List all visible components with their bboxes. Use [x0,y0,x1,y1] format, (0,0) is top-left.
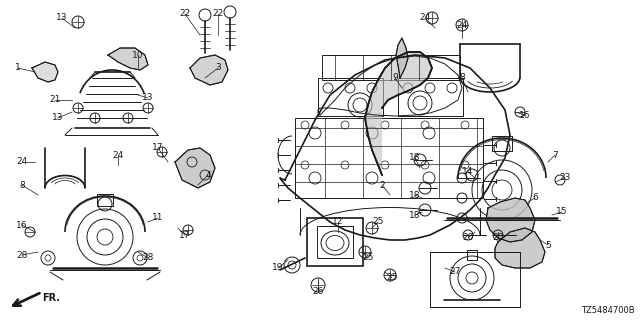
Text: TZ5484700B: TZ5484700B [581,306,635,315]
Text: 20: 20 [462,234,474,243]
Text: 13: 13 [56,13,68,22]
Text: 17: 17 [152,143,164,153]
Text: 22: 22 [212,10,223,19]
Text: 18: 18 [409,190,420,199]
Polygon shape [190,55,228,85]
Polygon shape [396,38,408,78]
Text: 9: 9 [392,74,398,83]
Text: 10: 10 [132,51,144,60]
Bar [430,252,520,307]
Text: 3: 3 [215,63,221,73]
Text: 1: 1 [15,63,21,73]
Bar [492,136,512,151]
Text: 19: 19 [272,263,284,273]
Polygon shape [175,148,215,188]
Bar [317,226,353,258]
Polygon shape [108,48,148,70]
Text: 16: 16 [519,110,531,119]
Text: 25: 25 [362,253,374,262]
Bar [467,250,477,260]
Text: 24: 24 [456,20,468,29]
Text: 16: 16 [16,220,28,229]
Polygon shape [32,62,58,82]
Text: 13: 13 [52,114,64,123]
Text: 4: 4 [205,171,211,180]
Text: 25: 25 [372,218,384,227]
Bar [398,78,463,116]
Text: 24: 24 [113,150,124,159]
Text: 14: 14 [462,167,474,177]
Bar [307,218,363,266]
Text: 11: 11 [152,213,164,222]
Polygon shape [486,198,535,242]
Text: 6: 6 [532,194,538,203]
Text: 24: 24 [17,157,28,166]
Text: 13: 13 [142,93,154,102]
Text: 24: 24 [419,13,431,22]
Bar [97,194,113,206]
Text: 20: 20 [492,234,504,243]
Text: 7: 7 [552,150,558,159]
Text: 22: 22 [179,10,191,19]
Text: 17: 17 [179,230,191,239]
Bar [318,78,383,116]
Text: 5: 5 [545,241,551,250]
Bar [322,55,460,80]
Text: 26: 26 [312,287,324,297]
Text: 2: 2 [379,180,385,189]
Text: 27: 27 [449,268,461,276]
Bar [295,118,483,198]
Text: FR.: FR. [42,293,60,303]
Polygon shape [365,52,432,175]
Text: 21: 21 [49,95,61,105]
Polygon shape [495,228,545,268]
Text: 25: 25 [387,274,397,283]
Text: 15: 15 [556,207,568,217]
Text: 8: 8 [19,180,25,189]
Text: 28: 28 [16,251,28,260]
Text: 23: 23 [559,173,571,182]
Text: 12: 12 [332,218,344,227]
Text: 18: 18 [409,211,420,220]
Text: 18: 18 [409,154,420,163]
Text: 8: 8 [459,74,465,83]
Text: 28: 28 [142,253,154,262]
